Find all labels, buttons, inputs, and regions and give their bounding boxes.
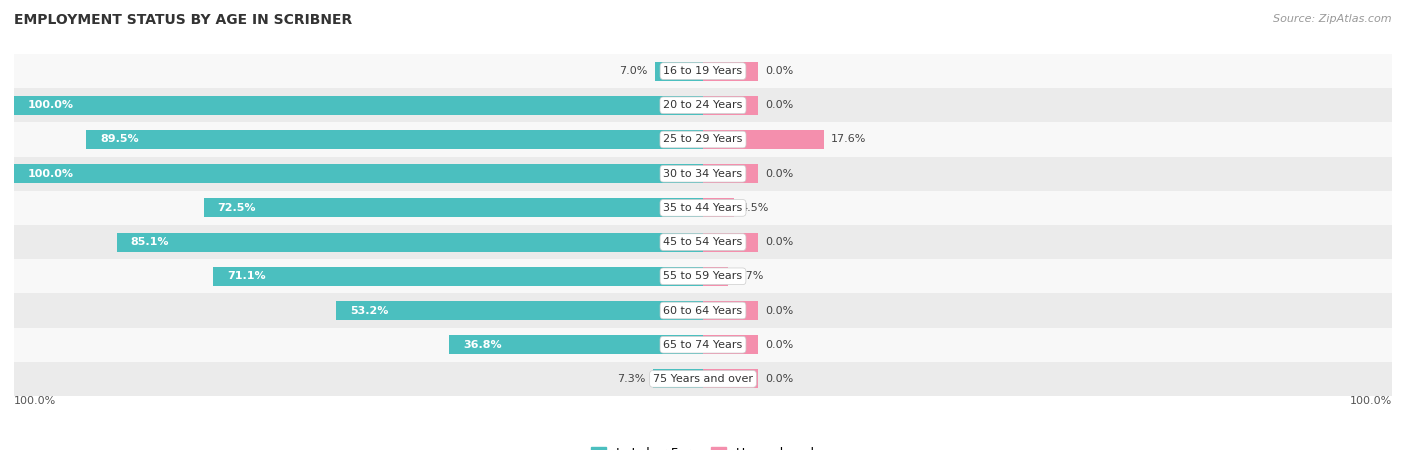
Bar (450, 335, 703, 354)
Bar (703, 130, 824, 149)
Bar (214, 267, 703, 286)
Text: EMPLOYMENT STATUS BY AGE IN SCRIBNER: EMPLOYMENT STATUS BY AGE IN SCRIBNER (14, 14, 353, 27)
Bar (703, 96, 758, 115)
Text: 45 to 54 Years: 45 to 54 Years (664, 237, 742, 247)
Text: 0.0%: 0.0% (765, 66, 793, 76)
Bar (14, 225, 1392, 259)
Bar (14, 96, 703, 115)
Bar (703, 233, 758, 252)
Bar (14, 88, 1392, 122)
Text: 100.0%: 100.0% (28, 100, 75, 110)
Bar (14, 191, 1392, 225)
Text: 7.3%: 7.3% (617, 374, 645, 384)
Bar (14, 259, 1392, 293)
Bar (117, 233, 703, 252)
Bar (86, 130, 703, 149)
Text: 75 Years and over: 75 Years and over (652, 374, 754, 384)
Bar (652, 369, 703, 388)
Text: 35 to 44 Years: 35 to 44 Years (664, 203, 742, 213)
Text: 16 to 19 Years: 16 to 19 Years (664, 66, 742, 76)
Bar (703, 335, 758, 354)
Text: 0.0%: 0.0% (765, 340, 793, 350)
Bar (703, 301, 758, 320)
Bar (703, 62, 758, 81)
Bar (14, 122, 1392, 157)
Text: 30 to 34 Years: 30 to 34 Years (664, 169, 742, 179)
Text: 17.6%: 17.6% (831, 135, 866, 144)
Text: 53.2%: 53.2% (350, 306, 388, 315)
Text: 36.8%: 36.8% (463, 340, 502, 350)
Bar (14, 157, 1392, 191)
Bar (703, 267, 728, 286)
Text: 85.1%: 85.1% (131, 237, 169, 247)
Bar (655, 62, 703, 81)
Text: 0.0%: 0.0% (765, 100, 793, 110)
Bar (14, 54, 1392, 88)
Text: Source: ZipAtlas.com: Source: ZipAtlas.com (1274, 14, 1392, 23)
Text: 60 to 64 Years: 60 to 64 Years (664, 306, 742, 315)
Text: 65 to 74 Years: 65 to 74 Years (664, 340, 742, 350)
Text: 0.0%: 0.0% (765, 169, 793, 179)
Bar (14, 362, 1392, 396)
Text: 0.0%: 0.0% (765, 306, 793, 315)
Text: 20 to 24 Years: 20 to 24 Years (664, 100, 742, 110)
Bar (703, 164, 758, 183)
Text: 4.5%: 4.5% (741, 203, 769, 213)
Text: 72.5%: 72.5% (218, 203, 256, 213)
Text: 100.0%: 100.0% (1350, 396, 1392, 406)
Text: 55 to 59 Years: 55 to 59 Years (664, 271, 742, 281)
Text: 3.7%: 3.7% (735, 271, 763, 281)
Text: 0.0%: 0.0% (765, 374, 793, 384)
Bar (204, 198, 703, 217)
Bar (703, 198, 734, 217)
Text: 89.5%: 89.5% (100, 135, 139, 144)
Bar (14, 328, 1392, 362)
Bar (14, 293, 1392, 328)
Text: 0.0%: 0.0% (765, 237, 793, 247)
Legend: In Labor Force, Unemployed: In Labor Force, Unemployed (586, 442, 820, 450)
Bar (336, 301, 703, 320)
Text: 7.0%: 7.0% (620, 66, 648, 76)
Text: 100.0%: 100.0% (28, 169, 75, 179)
Bar (703, 369, 758, 388)
Text: 71.1%: 71.1% (226, 271, 266, 281)
Text: 25 to 29 Years: 25 to 29 Years (664, 135, 742, 144)
Text: 100.0%: 100.0% (14, 396, 56, 406)
Bar (14, 164, 703, 183)
